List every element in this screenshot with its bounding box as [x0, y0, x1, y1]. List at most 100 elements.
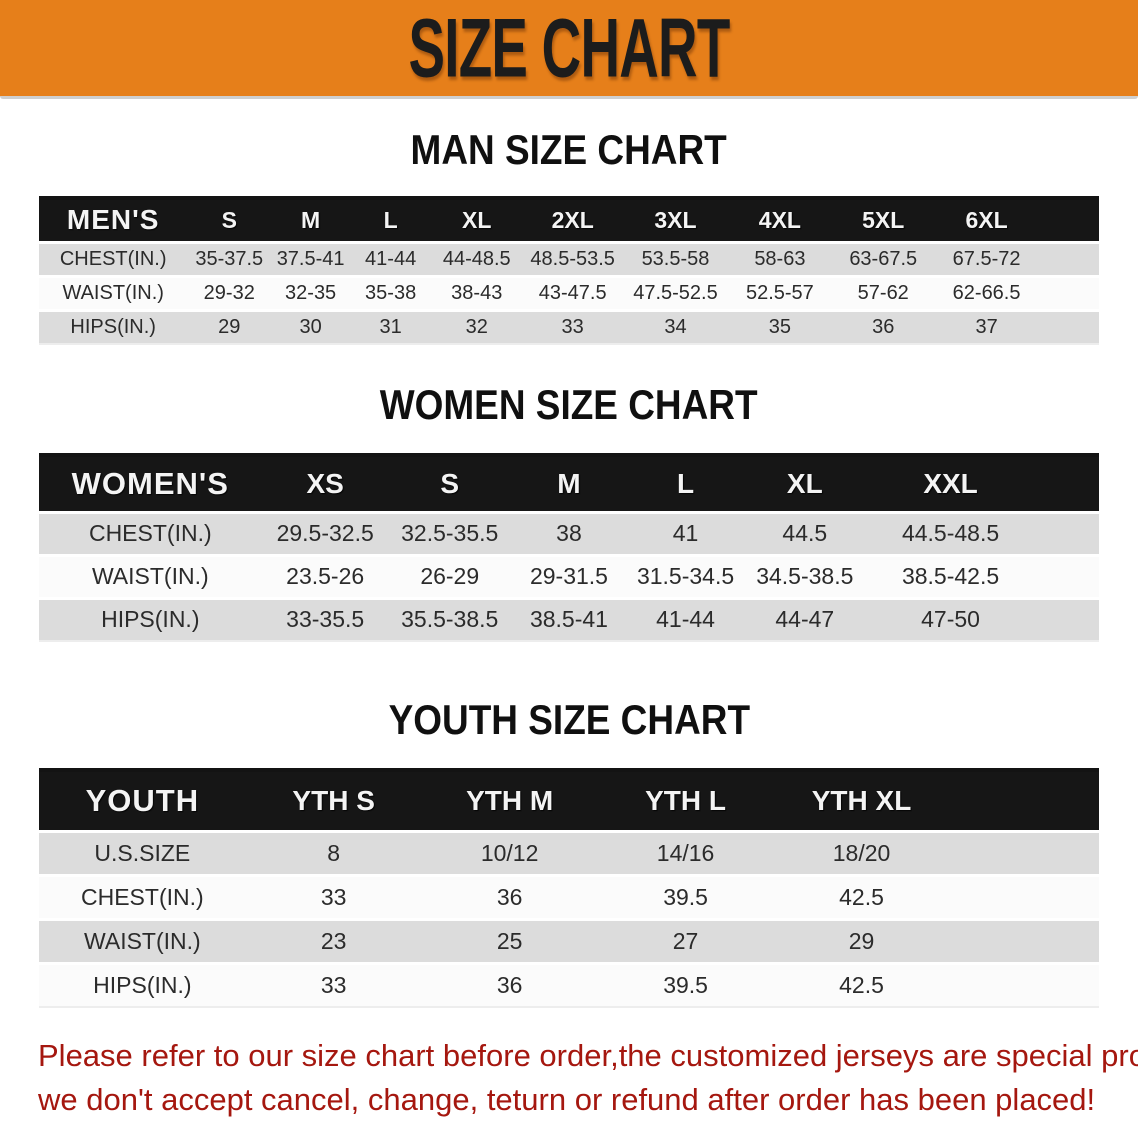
spacer-cell	[1039, 198, 1099, 242]
size-column-header: YTH XL	[811, 784, 912, 816]
youth-waist-row: WAIST(IN.) 23 25 27 29	[39, 919, 1099, 963]
size-value-cell: 67.5-72	[952, 247, 1021, 270]
size-column-header: XL	[786, 467, 823, 499]
size-value-cell: 33	[320, 971, 347, 998]
size-column-header: 3XL	[654, 206, 697, 233]
spacer-cell	[1039, 276, 1099, 310]
men-band-label: MEN'S	[66, 204, 160, 236]
size-value-cell: 18/20	[832, 839, 891, 866]
size-value-cell: 47-50	[921, 606, 980, 633]
size-column-header: M	[557, 467, 581, 499]
measurement-label: U.S.SIZE	[94, 839, 191, 866]
spacer-cell	[1035, 512, 1099, 555]
size-value-cell: 29-32	[203, 281, 255, 304]
size-value-cell: 32-35	[285, 281, 337, 304]
size-value-cell: 36	[496, 971, 523, 998]
youth-chest-row: CHEST(IN.) 33 36 39.5 42.5	[39, 875, 1099, 919]
size-value-cell: 37.5-41	[276, 247, 345, 270]
size-value-cell: 31.5-34.5	[636, 563, 735, 589]
size-column-header: 2XL	[551, 206, 594, 233]
youth-ussize-row: U.S.SIZE 8 10/12 14/16 18/20	[39, 831, 1099, 875]
spacer-cell	[1035, 455, 1099, 512]
size-column-header: 4XL	[758, 206, 801, 233]
size-value-cell: 27	[672, 927, 699, 954]
size-value-cell: 44-48.5	[442, 247, 511, 270]
size-value-cell: 25	[496, 927, 523, 954]
size-value-cell: 36	[872, 315, 895, 338]
size-value-cell: 35-38	[365, 281, 417, 304]
size-value-cell: 42.5	[839, 883, 884, 910]
size-value-cell: 32.5-35.5	[401, 520, 499, 546]
measurement-label: WAIST(IN.)	[62, 281, 164, 304]
youth-section-heading: YOUTH SIZE CHART	[0, 696, 1138, 744]
women-size-table: WOMEN'S XS S M L XL XXL CHEST(IN.) 29.5-…	[39, 453, 1099, 642]
size-value-cell: 29.5-32.5	[276, 520, 374, 546]
spacer-cell	[950, 831, 1100, 875]
size-value-cell: 38.5-41	[529, 606, 608, 633]
size-value-cell: 35-37.5	[195, 247, 264, 270]
women-heading-text: WOMEN SIZE CHART	[380, 381, 758, 428]
size-value-cell: 32	[465, 315, 488, 338]
size-value-cell: 42.5	[839, 971, 884, 998]
size-value-cell: 33	[320, 883, 347, 910]
women-header-row: WOMEN'S XS S M L XL XXL	[39, 455, 1099, 512]
youth-header-row: YOUTH YTH S YTH M YTH L YTH XL	[39, 770, 1099, 831]
size-value-cell: 41-44	[656, 606, 715, 633]
size-value-cell: 39.5	[663, 971, 708, 998]
men-chest-row: CHEST(IN.) 35-37.5 37.5-41 41-44 44-48.5…	[39, 242, 1099, 276]
size-value-cell: 29-31.5	[529, 563, 608, 589]
youth-size-table: YOUTH YTH S YTH M YTH L YTH XL U.S.SIZE …	[39, 768, 1099, 1008]
spacer-cell	[1039, 242, 1099, 276]
men-section-heading: MAN SIZE CHART	[0, 126, 1138, 174]
spacer-cell	[950, 963, 1100, 1007]
size-chart-banner: SIZE CHART	[0, 0, 1138, 99]
measurement-label: HIPS(IN.)	[70, 315, 156, 338]
women-waist-row: WAIST(IN.) 23.5-26 26-29 29-31.5 31.5-34…	[39, 555, 1099, 598]
size-column-header: YTH M	[466, 784, 554, 816]
size-value-cell: 41	[672, 520, 699, 546]
size-column-header: S	[221, 206, 237, 233]
size-column-header: YTH L	[645, 784, 727, 816]
size-value-cell: 29	[218, 315, 241, 338]
youth-hips-row: HIPS(IN.) 33 36 39.5 42.5	[39, 963, 1099, 1007]
size-value-cell: 62-66.5	[952, 281, 1021, 304]
size-value-cell: 14/16	[656, 839, 715, 866]
size-value-cell: 44.5	[782, 520, 828, 546]
size-column-header: L	[677, 467, 695, 499]
size-value-cell: 37	[975, 315, 998, 338]
measurement-label: HIPS(IN.)	[101, 606, 200, 633]
youth-heading-text: YOUTH SIZE CHART	[388, 696, 750, 743]
men-waist-row: WAIST(IN.) 29-32 32-35 35-38 38-43 43-47…	[39, 276, 1099, 310]
size-value-cell: 38-43	[451, 281, 503, 304]
measurement-label: WAIST(IN.)	[84, 927, 201, 954]
spacer-cell	[950, 919, 1100, 963]
size-value-cell: 63-67.5	[849, 247, 918, 270]
size-value-cell: 39.5	[663, 883, 708, 910]
youth-band-label: YOUTH	[85, 782, 200, 818]
women-section-heading: WOMEN SIZE CHART	[0, 381, 1138, 429]
measurement-label: HIPS(IN.)	[93, 971, 192, 998]
size-value-cell: 31	[379, 315, 402, 338]
size-value-cell: 8	[327, 839, 341, 866]
size-value-cell: 10/12	[480, 839, 539, 866]
size-value-cell: 48.5-53.5	[530, 247, 615, 270]
size-value-cell: 26-29	[420, 563, 480, 589]
size-column-header: XS	[306, 467, 344, 499]
disclaimer-line-2: we don't accept cancel, change, teturn o…	[38, 1082, 1096, 1118]
size-value-cell: 41-44	[365, 247, 417, 270]
disclaimer-text: Please refer to our size chart before or…	[38, 1034, 1138, 1122]
size-value-cell: 35	[768, 315, 792, 338]
size-value-cell: 52.5-57	[745, 281, 814, 304]
women-hips-row: HIPS(IN.) 33-35.5 35.5-38.5 38.5-41 41-4…	[39, 598, 1099, 641]
size-value-cell: 35.5-38.5	[401, 606, 499, 633]
size-value-cell: 29	[848, 927, 875, 954]
men-hips-row: HIPS(IN.) 29 30 31 32 33 34 35 36 37	[39, 310, 1099, 344]
size-value-cell: 47.5-52.5	[633, 281, 718, 304]
size-value-cell: 33	[561, 315, 584, 338]
size-value-cell: 23.5-26	[286, 563, 365, 589]
size-value-cell: 53.5-58	[641, 247, 710, 270]
size-value-cell: 38	[556, 520, 582, 546]
size-column-header: S	[440, 467, 460, 499]
size-column-header: 5XL	[862, 206, 905, 233]
men-size-table: MEN'S S M L XL 2XL 3XL 4XL 5XL 6XL CHEST…	[39, 196, 1099, 345]
